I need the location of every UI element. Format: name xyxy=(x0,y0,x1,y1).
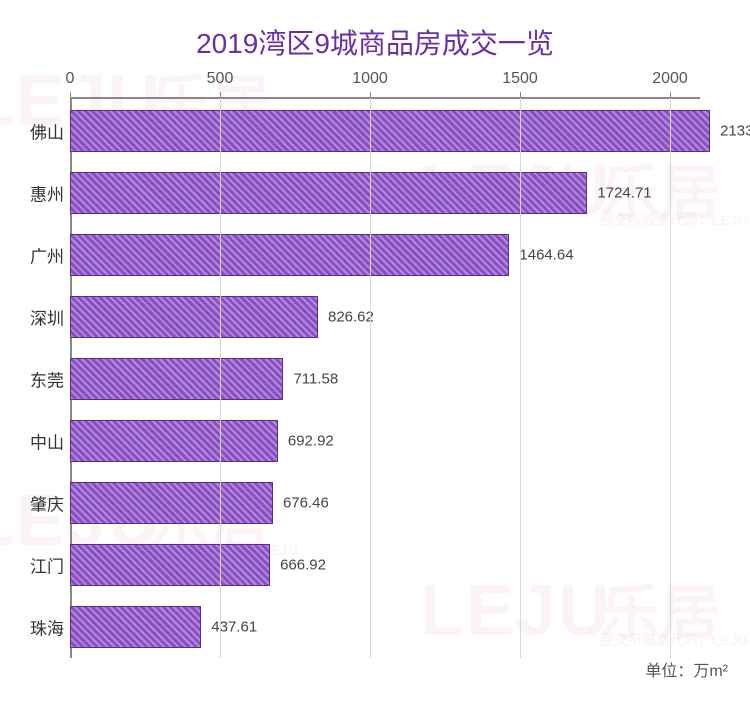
gridline xyxy=(520,98,521,658)
category-label: 中山 xyxy=(16,429,64,454)
bar-fill xyxy=(71,111,709,151)
bar-row: 珠海437.61 xyxy=(70,606,700,648)
bar xyxy=(70,358,283,400)
bar-value-label: 437.61 xyxy=(211,619,257,636)
bar xyxy=(70,606,201,648)
bar-fill xyxy=(71,483,272,523)
gridline xyxy=(670,98,671,658)
chart-title: 2019湾区9城商品房成交一览 xyxy=(0,0,750,62)
chart-plot-area: 0500100015002000 佛山2133.64惠州1724.71广州146… xyxy=(70,98,700,658)
category-label: 深圳 xyxy=(16,305,64,330)
bar-row: 肇庆676.46 xyxy=(70,482,700,524)
x-tick-label: 500 xyxy=(207,70,234,88)
bar-value-label: 711.58 xyxy=(293,371,338,388)
category-label: 佛山 xyxy=(16,119,64,144)
bar-fill xyxy=(71,421,277,461)
bar xyxy=(70,420,278,462)
bar-value-label: 666.92 xyxy=(280,557,326,574)
x-tick-mark xyxy=(70,92,71,98)
category-label: 惠州 xyxy=(16,181,64,206)
bar-value-label: 676.46 xyxy=(283,495,329,512)
x-tick-label: 1500 xyxy=(502,70,538,88)
bar xyxy=(70,482,273,524)
x-tick-mark xyxy=(670,92,671,98)
bar-fill xyxy=(71,297,317,337)
bar-row: 东莞711.58 xyxy=(70,358,700,400)
x-axis: 0500100015002000 xyxy=(70,70,700,98)
bar-value-label: 1464.64 xyxy=(519,247,573,264)
bar-row: 深圳826.62 xyxy=(70,296,700,338)
x-tick-label: 0 xyxy=(66,70,75,88)
bar-value-label: 826.62 xyxy=(328,309,374,326)
gridline xyxy=(370,98,371,658)
x-tick-mark xyxy=(520,92,521,98)
bar-fill xyxy=(71,359,282,399)
category-label: 肇庆 xyxy=(16,491,64,516)
bar-row: 惠州1724.71 xyxy=(70,172,700,214)
x-tick-mark xyxy=(370,92,371,98)
category-label: 江门 xyxy=(16,553,64,578)
bar-row: 江门666.92 xyxy=(70,544,700,586)
bar xyxy=(70,544,270,586)
bar-fill xyxy=(71,607,200,647)
bar xyxy=(70,110,710,152)
bar-fill xyxy=(71,545,269,585)
x-tick-label: 1000 xyxy=(352,70,388,88)
category-label: 珠海 xyxy=(16,615,64,640)
bar-fill xyxy=(71,173,586,213)
bar xyxy=(70,234,509,276)
bar-row: 广州1464.64 xyxy=(70,234,700,276)
bar-row: 佛山2133.64 xyxy=(70,110,700,152)
x-tick-mark xyxy=(220,92,221,98)
bar xyxy=(70,172,587,214)
bar-value-label: 1724.71 xyxy=(597,185,651,202)
gridline xyxy=(220,98,221,658)
category-label: 东莞 xyxy=(16,367,64,392)
bar-row: 中山692.92 xyxy=(70,420,700,462)
category-label: 广州 xyxy=(16,243,64,268)
bar xyxy=(70,296,318,338)
x-tick-label: 2000 xyxy=(652,70,688,88)
bar-value-label: 692.92 xyxy=(288,433,334,450)
unit-label: 单位：万m² xyxy=(645,657,728,681)
bar-fill xyxy=(71,235,508,275)
bar-value-label: 2133.64 xyxy=(720,123,750,140)
